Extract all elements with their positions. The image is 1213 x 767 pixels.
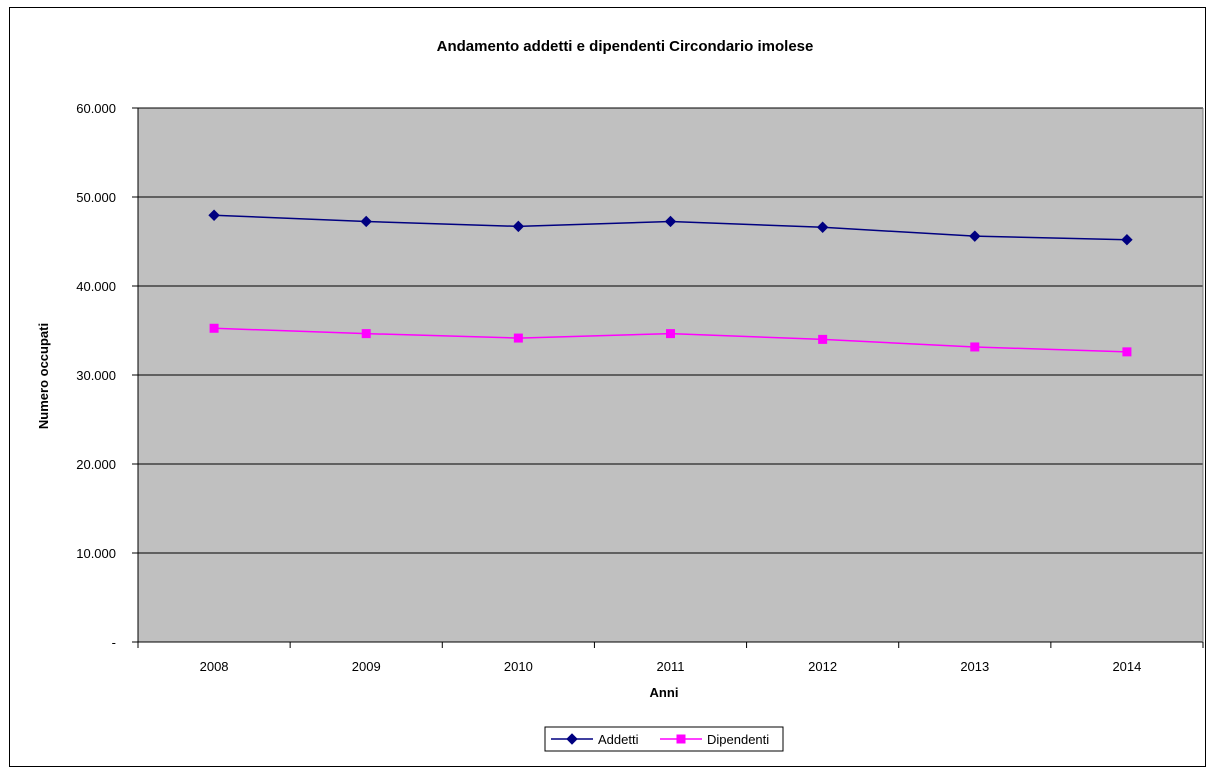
x-tick-label: 2009	[352, 659, 381, 674]
x-tick-label: 2011	[657, 659, 685, 674]
y-tick-label: -	[112, 635, 116, 650]
data-point-addetti	[1121, 234, 1133, 246]
gridlines	[138, 107, 1203, 554]
x-tick-label: 2013	[960, 659, 989, 674]
legend-marker-addetti	[566, 733, 578, 745]
series-markers	[208, 209, 1133, 357]
legend: Addetti Dipendenti	[544, 726, 784, 752]
legend-label-addetti: Addetti	[598, 732, 639, 747]
data-point-addetti	[360, 215, 372, 228]
data-point-addetti	[208, 209, 220, 221]
x-axis-title: Anni	[650, 685, 679, 700]
y-tick-label: 40.000	[76, 279, 116, 294]
data-point-addetti	[512, 220, 525, 233]
y-tick-label: 10.000	[76, 546, 116, 561]
x-tick-label: 2010	[504, 659, 533, 674]
y-tick-label: 20.000	[76, 457, 116, 472]
data-point-dipendenti	[361, 329, 371, 339]
chart-title: Andamento addetti e dipendenti Circondar…	[437, 38, 814, 55]
data-point-dipendenti	[209, 323, 219, 333]
y-tick-label: 60.000	[76, 101, 116, 116]
data-point-addetti	[969, 230, 981, 242]
x-tick-label: 2014	[1112, 659, 1141, 674]
x-axis-tick-labels: 2008 2009 2010 2011 2012 2013 2014	[200, 659, 1142, 674]
x-tick-label: 2008	[200, 659, 229, 674]
data-point-dipendenti	[513, 333, 523, 343]
y-tick-label: 30.000	[76, 368, 116, 383]
y-tick-label: 50.000	[76, 190, 116, 205]
data-point-addetti	[816, 221, 829, 233]
data-point-dipendenti	[666, 329, 675, 339]
data-point-addetti	[664, 215, 677, 228]
x-tick-label: 2012	[808, 659, 837, 674]
legend-marker-dipendenti	[676, 734, 686, 744]
data-point-dipendenti	[970, 342, 980, 352]
data-point-dipendenti	[818, 334, 828, 344]
legend-label-dipendenti: Dipendenti	[707, 732, 769, 747]
y-axis-title: Numero occupati	[36, 323, 51, 429]
axes	[132, 107, 1204, 648]
y-axis-tick-labels: - 10.000 20.000 30.000 40.000 50.000 60.000	[76, 101, 116, 650]
data-point-dipendenti	[1122, 347, 1132, 357]
